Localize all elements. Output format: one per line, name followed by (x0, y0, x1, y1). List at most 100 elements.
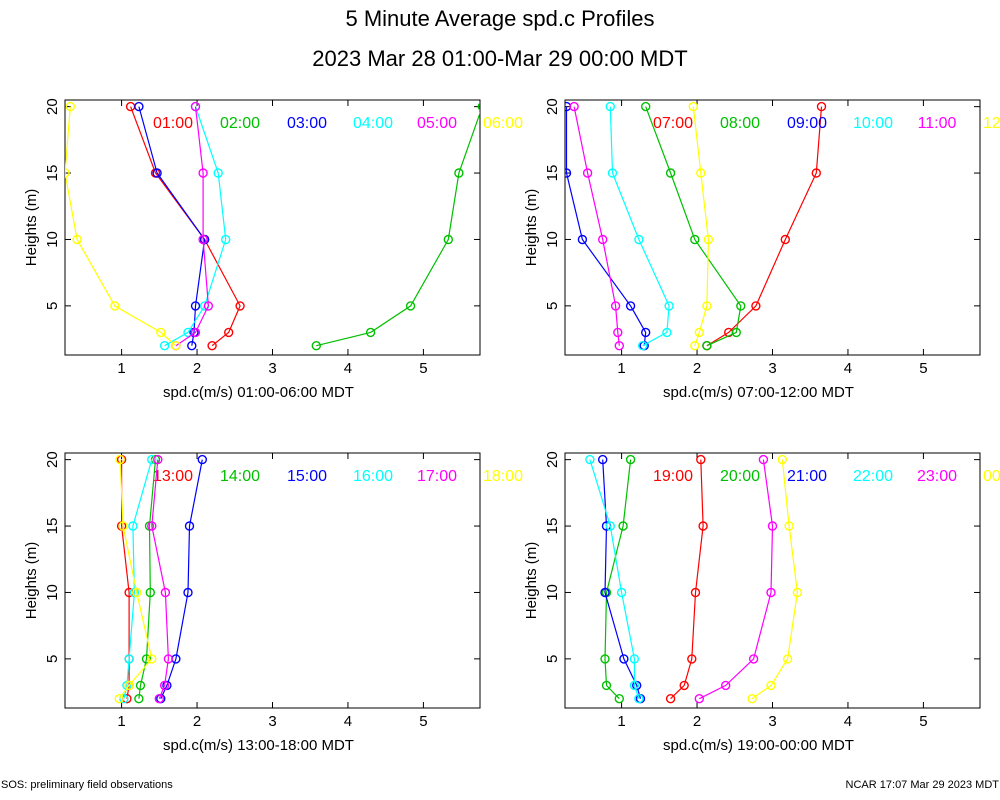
y-tick-label: 15 (44, 165, 61, 182)
data-point (766, 680, 776, 691)
data-point (641, 101, 651, 112)
data-point (159, 680, 170, 691)
series-0800 (641, 101, 746, 351)
x-tick-label: 5 (419, 713, 427, 730)
data-point (577, 234, 588, 245)
data-point (135, 680, 146, 691)
series-0300 (134, 101, 210, 351)
data-point (616, 587, 627, 598)
y-axis-label: Heights (m) (523, 189, 540, 267)
data-point (220, 234, 231, 245)
data-point (131, 587, 142, 598)
data-point (203, 301, 214, 311)
data-point (582, 168, 593, 178)
y-tick-label: 15 (544, 165, 561, 182)
data-point (187, 341, 197, 351)
data-point (198, 168, 208, 178)
y-tick-label: 10 (44, 584, 61, 601)
legend-label: 14:00 (220, 468, 260, 485)
series-line (565, 106, 647, 346)
legend-label: 04:00 (353, 115, 393, 132)
x-tick-label: 5 (419, 360, 427, 377)
series-0500 (171, 101, 214, 351)
series-line (120, 459, 130, 699)
data-point (766, 587, 776, 598)
data-point (641, 327, 651, 338)
data-point (213, 168, 223, 178)
data-point (664, 301, 674, 311)
legend-label: 13:00 (153, 468, 193, 485)
series-2200 (585, 454, 644, 704)
chart-subtitle: 2023 Mar 28 01:00-Mar 29 00:00 MDT (312, 46, 687, 71)
y-tick-label: 10 (44, 231, 61, 248)
series-1000 (605, 101, 674, 351)
data-point (780, 234, 790, 245)
data-point (605, 101, 615, 112)
y-tick-label: 10 (544, 231, 561, 248)
legend-label: 01:00 (153, 115, 193, 132)
data-point (365, 327, 376, 338)
data-point (694, 327, 704, 338)
y-tick-label: 5 (44, 302, 61, 310)
x-tick-label: 1 (117, 713, 125, 730)
y-tick-label: 10 (544, 584, 561, 601)
data-point (601, 680, 612, 691)
data-point (698, 521, 708, 531)
series-line (604, 459, 632, 700)
x-tick-label: 1 (117, 360, 125, 377)
x-axis-label: spd.c(m/s) 01:00-06:00 MDT (163, 384, 354, 401)
data-point (665, 694, 676, 704)
data-point (614, 341, 624, 351)
data-point (198, 234, 208, 245)
data-point (748, 654, 759, 664)
series-line (573, 106, 620, 346)
data-point (183, 587, 193, 598)
x-tick-label: 2 (193, 360, 201, 377)
x-tick-label: 3 (768, 360, 776, 377)
series-line (699, 459, 774, 700)
series-line (692, 106, 710, 346)
data-point (784, 521, 794, 531)
legend-label: 19:00 (653, 468, 693, 485)
data-point (134, 101, 144, 112)
series-0700 (702, 101, 827, 351)
data-point (156, 327, 166, 338)
data-point (702, 341, 712, 351)
data-point (207, 341, 217, 351)
y-tick-label: 20 (44, 98, 61, 115)
data-point (454, 168, 464, 178)
data-point (736, 301, 746, 311)
x-tick-label: 4 (344, 360, 352, 377)
x-tick-label: 1 (617, 360, 625, 377)
data-point (629, 654, 640, 664)
series-1100 (569, 101, 624, 351)
data-point (190, 101, 201, 112)
series-line (670, 459, 704, 700)
data-point (118, 521, 128, 531)
series-1500 (156, 454, 208, 704)
y-tick-label: 20 (544, 451, 561, 468)
legend-label: 07:00 (653, 115, 693, 132)
y-axis-label: Heights (m) (23, 189, 40, 267)
footer-right: NCAR 17:07 Mar 29 2023 MDT (846, 779, 1000, 791)
x-tick-label: 1 (617, 713, 625, 730)
data-point (115, 454, 125, 465)
x-tick-label: 3 (768, 713, 776, 730)
data-point (625, 301, 636, 311)
data-point (311, 341, 321, 351)
x-tick-label: 5 (919, 713, 927, 730)
data-point (777, 454, 787, 465)
chart-panel-1: 1 2 3 4 5 5 10 15 20 spd.c(m/s) 01:00-06:00 MDT He… (23, 98, 523, 401)
data-point (747, 694, 757, 704)
x-axis-label: spd.c(m/s) 13:00-18:00 MDT (163, 737, 354, 754)
data-point (600, 654, 610, 664)
data-point (443, 234, 453, 245)
data-point (607, 168, 618, 178)
legend-label: 11:00 (918, 115, 957, 132)
y-tick-label: 5 (544, 302, 561, 310)
data-point (696, 168, 706, 178)
data-point (721, 680, 731, 691)
x-tick-label: 3 (268, 360, 276, 377)
data-point (618, 521, 628, 531)
